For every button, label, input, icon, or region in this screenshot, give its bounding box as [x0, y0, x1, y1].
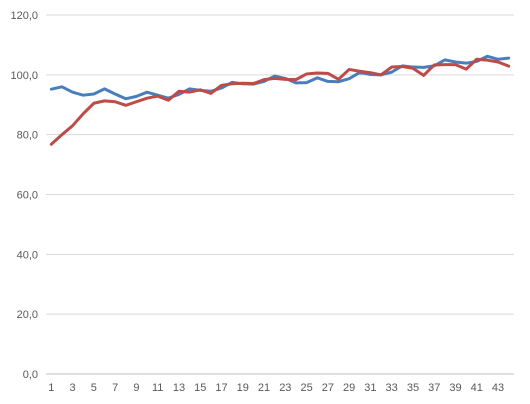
y-axis-tick-labels: 0,0 20,0 40,0 60,0 80,0 100,0 120,0 — [10, 10, 38, 381]
x-tick-label: 21 — [258, 382, 270, 394]
series-line-2 — [49, 57, 511, 146]
x-tick-label: 19 — [237, 382, 249, 394]
y-tick-label: 20,0 — [17, 309, 38, 321]
x-tick-label: 13 — [173, 382, 185, 394]
x-tick-label: 5 — [91, 382, 97, 394]
x-tick-label: 1 — [48, 382, 54, 394]
x-tick-label: 7 — [112, 382, 118, 394]
x-tick-label: 17 — [215, 382, 227, 394]
x-tick-label: 31 — [364, 382, 376, 394]
series-lines — [49, 54, 511, 146]
x-tick-label: 27 — [322, 382, 334, 394]
y-tick-label: 0,0 — [23, 369, 38, 381]
x-axis-tick-labels: 1 3 5 7 9 11 13 15 17 19 21 23 25 27 29 31 33 35 37 39 41 43 — [48, 382, 504, 394]
y-tick-label: 100,0 — [10, 70, 38, 82]
x-tick-label: 11 — [152, 382, 163, 394]
x-tick-label: 41 — [471, 382, 483, 394]
x-tick-label: 15 — [194, 382, 206, 394]
x-tick-label: 33 — [386, 382, 398, 394]
x-tick-label: 23 — [279, 382, 291, 394]
y-tick-label: 80,0 — [17, 130, 38, 142]
x-tick-label: 9 — [133, 382, 139, 394]
y-tick-label: 120,0 — [10, 10, 38, 22]
x-tick-label: 35 — [407, 382, 419, 394]
x-tick-label: 29 — [343, 382, 355, 394]
x-tick-label: 43 — [492, 382, 504, 394]
y-tick-label: 60,0 — [17, 190, 38, 202]
x-tick-label: 3 — [70, 382, 76, 394]
x-tick-label: 39 — [449, 382, 461, 394]
gridlines — [46, 14, 514, 315]
x-tick-label: 25 — [300, 382, 312, 394]
y-tick-label: 40,0 — [17, 249, 38, 261]
x-tick-label: 37 — [428, 382, 440, 394]
